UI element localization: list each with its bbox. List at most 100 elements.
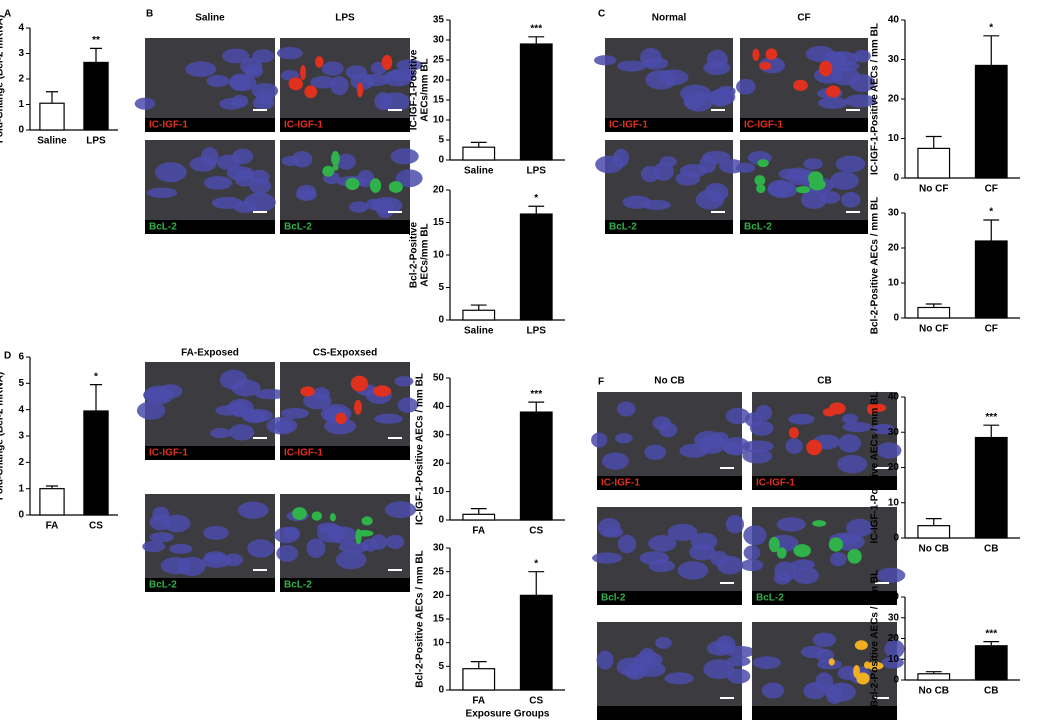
stain-label: IC-IGF-1 <box>601 478 640 489</box>
nucleus <box>149 532 174 543</box>
stain <box>776 547 787 559</box>
y-tick-label: 40 <box>888 592 900 603</box>
nucleus <box>136 401 166 420</box>
stain <box>847 549 862 564</box>
nucleus <box>232 148 254 165</box>
stain <box>863 661 871 669</box>
micrograph: BcL-2 <box>142 494 275 592</box>
x-tick-label: No CF <box>919 324 948 335</box>
x-axis-label: Exposure Groups <box>466 709 550 720</box>
micrograph: IC-IGF-1 <box>736 38 877 132</box>
stain <box>856 672 870 685</box>
y-tick-label: 10 <box>888 497 900 508</box>
nucleus <box>169 543 193 554</box>
nucleus <box>842 421 873 433</box>
y-tick-label: 30 <box>888 427 900 438</box>
nucleus <box>622 195 652 209</box>
stain <box>796 186 811 194</box>
nucleus <box>335 550 367 570</box>
bar <box>917 673 951 681</box>
nucleus <box>679 164 708 178</box>
x-tick-label: No CB <box>918 686 949 697</box>
nucleus <box>826 685 844 705</box>
y-tick-label: 25 <box>433 566 445 577</box>
error-bar <box>45 485 59 489</box>
stain <box>812 520 827 527</box>
stain <box>752 48 760 61</box>
nucleus <box>210 427 232 439</box>
bar <box>974 436 1008 539</box>
nucleus <box>837 455 868 474</box>
nucleus <box>229 74 257 92</box>
nucleus <box>648 559 675 573</box>
nucleus <box>252 49 275 63</box>
nucleus <box>735 162 756 173</box>
nucleus <box>244 64 264 78</box>
bar <box>462 146 496 161</box>
stain <box>854 640 868 651</box>
stain <box>825 85 841 98</box>
y-axis-label: Bcl-2-Positive <box>409 221 420 288</box>
error-bar <box>528 36 545 44</box>
stain-label: BcL-2 <box>756 593 784 604</box>
stain-label: BcL-2 <box>149 222 177 233</box>
nucleus <box>593 55 617 66</box>
micrograph: BcL-2 <box>280 140 423 234</box>
nucleus <box>644 444 667 461</box>
nucleus <box>336 153 356 170</box>
nucleus <box>134 97 156 110</box>
nucleus <box>744 412 762 427</box>
significance: * <box>94 371 98 382</box>
nucleus <box>345 65 367 80</box>
y-tick-label: 0 <box>18 125 24 136</box>
label-strip <box>740 118 868 132</box>
bar <box>519 43 553 161</box>
bar <box>917 306 951 319</box>
stain <box>765 48 778 60</box>
stain <box>345 177 360 191</box>
stain-label: BcL-2 <box>744 222 772 233</box>
nucleus <box>677 561 709 580</box>
y-axis-label: IC-IGF-1-Positive AECs / mm BL <box>870 392 881 544</box>
stain <box>304 85 318 99</box>
nucleus <box>788 413 815 425</box>
bar <box>917 525 951 539</box>
error-bar <box>983 219 1000 241</box>
error-bar <box>45 91 59 104</box>
error-bar <box>470 141 487 148</box>
nucleus <box>703 659 735 679</box>
nucleus <box>876 567 906 583</box>
stain <box>759 61 772 71</box>
nucleus <box>725 514 745 534</box>
nucleus <box>385 534 405 550</box>
nucleus <box>648 535 677 552</box>
nucleus <box>160 557 192 575</box>
nucleus <box>324 417 356 435</box>
y-tick-label: 10 <box>433 486 445 497</box>
nucleus <box>219 369 248 390</box>
x-tick-label: CF <box>985 184 998 195</box>
stain <box>768 536 780 553</box>
nucleus <box>740 559 764 572</box>
micrograph: BcL-2 <box>145 140 276 234</box>
nucleus <box>206 75 230 87</box>
nucleus <box>219 98 244 110</box>
nucleus <box>761 682 785 699</box>
nucleus <box>819 191 841 204</box>
y-tick-label: 5 <box>18 378 24 389</box>
micrograph: IC-IGF-1 <box>276 38 423 132</box>
nucleus <box>876 442 902 459</box>
bar <box>519 411 553 521</box>
stain <box>828 537 844 552</box>
micrograph: Bcl-2 <box>592 507 745 605</box>
y-tick-label: 0 <box>438 315 444 326</box>
nucleus <box>317 524 347 543</box>
y-tick-label: 40 <box>433 401 445 412</box>
nucleus <box>241 408 273 423</box>
micrograph: IC-IGF-1 <box>136 362 287 460</box>
y-tick-label: 30 <box>433 543 445 554</box>
x-tick-label: FA <box>46 521 59 532</box>
micrograph: BcL-2 <box>595 140 746 234</box>
nucleus <box>229 424 255 441</box>
column-title: Saline <box>195 13 225 24</box>
